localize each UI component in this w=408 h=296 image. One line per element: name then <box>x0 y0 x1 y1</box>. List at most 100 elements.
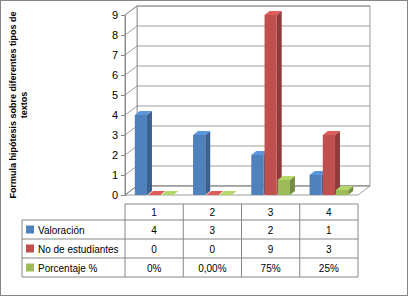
grid-line <box>125 66 370 75</box>
y-tick-label: 5 <box>112 89 118 101</box>
bar-top <box>161 191 178 195</box>
bar-3d <box>161 191 178 195</box>
y-tick-mark <box>121 95 125 96</box>
x-tick-label: 4 <box>326 207 332 218</box>
table-line <box>22 277 358 278</box>
y-axis: 0123456789 <box>112 9 126 201</box>
legend-entry: No de estudiantes <box>38 244 119 255</box>
bar <box>193 135 205 195</box>
bar-top <box>193 131 210 135</box>
y-tick-label: 1 <box>112 169 118 181</box>
bar-top <box>278 176 295 180</box>
bar-3d <box>323 131 340 195</box>
table-line <box>22 239 358 240</box>
bar-3d <box>220 191 237 195</box>
y-tick: 8 <box>112 29 125 41</box>
table-value: 3 <box>210 225 216 236</box>
bar-side <box>205 131 210 195</box>
x-tick-label: 2 <box>210 207 216 218</box>
bar <box>278 180 290 195</box>
bar-3d <box>193 131 210 195</box>
chart: 0123456789Formula hipótesis sobre difere… <box>0 0 408 296</box>
table-value: 2 <box>268 225 274 236</box>
grid-line <box>125 106 370 115</box>
bar <box>148 195 160 196</box>
y-tick-mark <box>121 115 125 116</box>
table-value: 4 <box>151 225 157 236</box>
bar-3d <box>265 11 282 195</box>
x-tick-label: 1 <box>151 207 157 218</box>
bar-top <box>220 191 237 195</box>
table-value: 0% <box>147 263 162 274</box>
y-tick-mark <box>121 35 125 36</box>
bar <box>336 190 348 195</box>
table-line <box>125 204 126 277</box>
bar <box>265 15 277 195</box>
y-tick: 6 <box>112 69 125 81</box>
table-value: 75% <box>261 263 281 274</box>
y-tick-label: 0 <box>112 189 118 201</box>
legend-entry: Porcentaje % <box>38 263 98 274</box>
bar-top <box>265 11 282 15</box>
y-tick-mark <box>121 15 125 16</box>
bar <box>323 135 335 195</box>
y-tick: 1 <box>112 169 125 181</box>
y-tick-label: 4 <box>112 109 118 121</box>
bar <box>220 195 232 196</box>
bar <box>251 155 263 195</box>
grid-line <box>125 46 370 55</box>
table-value: 1 <box>326 225 332 236</box>
y-tick-mark <box>121 155 125 156</box>
y-tick: 5 <box>112 89 125 101</box>
legend-swatch <box>26 264 34 272</box>
grid-line <box>125 26 370 35</box>
bar-side <box>147 111 152 195</box>
bar-top <box>323 131 340 135</box>
bar <box>161 195 173 196</box>
bar-3d <box>135 111 152 195</box>
y-tick-mark <box>121 75 125 76</box>
bars <box>135 11 353 195</box>
y-tick: 7 <box>112 49 125 61</box>
bar-side <box>335 131 340 195</box>
table-value: 0,00% <box>198 263 226 274</box>
table-line <box>22 258 358 259</box>
y-tick: 0 <box>112 189 125 201</box>
bar <box>310 175 322 195</box>
grid <box>125 6 370 195</box>
table-line <box>22 220 358 221</box>
y-tick-label: 9 <box>112 9 118 21</box>
x-tick-label: 3 <box>268 207 274 218</box>
grid-line <box>125 86 370 95</box>
chart-frame <box>1 1 408 296</box>
legend-entry: Valoración <box>38 225 85 236</box>
table-value: 9 <box>268 244 274 255</box>
y-tick-mark <box>121 55 125 56</box>
table-value: 0 <box>151 244 157 255</box>
legend-swatch <box>26 226 34 234</box>
y-tick: 2 <box>112 149 125 161</box>
y-tick-mark <box>121 175 125 176</box>
y-tick-label: 2 <box>112 149 118 161</box>
legend-swatch <box>26 245 34 253</box>
grid-line <box>125 126 370 135</box>
grid-line <box>125 6 370 15</box>
y-tick-mark <box>121 135 125 136</box>
walls <box>125 6 370 195</box>
table-line <box>241 204 242 277</box>
y-tick-mark <box>121 195 125 196</box>
table-line <box>299 204 300 277</box>
bar <box>206 195 218 196</box>
y-tick-label: 6 <box>112 69 118 81</box>
y-axis-line <box>121 16 126 196</box>
y-tick: 4 <box>112 109 125 121</box>
y-tick-label: 7 <box>112 49 118 61</box>
bar-top <box>135 111 152 115</box>
bar-side <box>277 11 282 195</box>
table-line <box>358 204 359 277</box>
bar-top <box>336 186 353 190</box>
table-value: 3 <box>326 244 332 255</box>
y-tick-label: 8 <box>112 29 118 41</box>
data-table: 1234Valoración4321No de estudiantes0093P… <box>22 204 358 277</box>
bar-3d <box>336 186 353 195</box>
